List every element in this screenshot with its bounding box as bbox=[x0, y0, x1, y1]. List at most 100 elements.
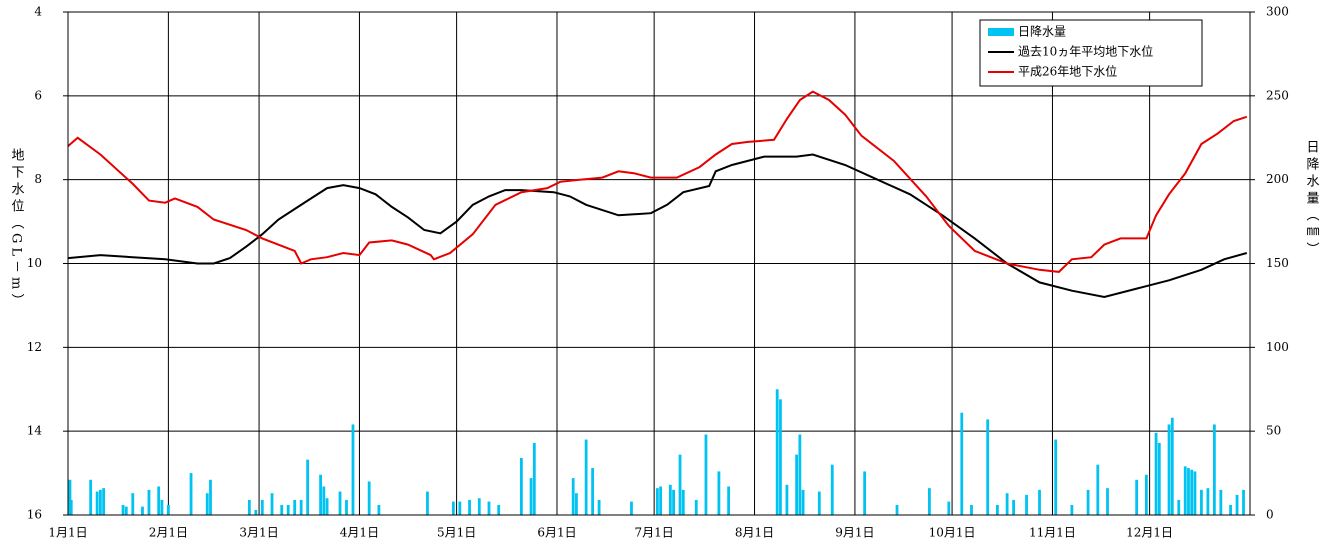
rain-bar bbox=[1193, 471, 1197, 515]
rain-bar bbox=[157, 486, 161, 515]
rain-bar bbox=[785, 484, 789, 515]
rain-bar bbox=[1200, 489, 1203, 515]
rain-bar bbox=[597, 499, 601, 515]
rain-bar bbox=[532, 442, 536, 515]
rain-bar bbox=[468, 499, 471, 515]
y2-tick-label: 200 bbox=[1266, 172, 1289, 186]
rain-bar bbox=[1183, 466, 1187, 515]
rain-bar bbox=[299, 499, 303, 515]
rain-bar bbox=[98, 489, 102, 515]
rain-bar bbox=[1177, 499, 1181, 515]
rain-bar bbox=[141, 506, 144, 515]
y2-tick-label: 300 bbox=[1266, 5, 1289, 19]
rain-bar bbox=[591, 468, 595, 515]
y2-axis-label: 日降水量（㎜） bbox=[1304, 140, 1320, 259]
rain-bar bbox=[947, 501, 951, 515]
rain-bar bbox=[166, 504, 170, 515]
rain-bar bbox=[795, 454, 799, 515]
rain-bar bbox=[121, 504, 125, 515]
rain-bar bbox=[306, 459, 310, 515]
rain-bar bbox=[928, 488, 931, 515]
rain-bar bbox=[338, 491, 342, 515]
rain-bar bbox=[322, 486, 326, 515]
rain-bar bbox=[345, 499, 348, 515]
x-tick-label: 5月1日 bbox=[437, 526, 476, 540]
x-tick-label: 9月1日 bbox=[835, 526, 874, 540]
rain-bar bbox=[1086, 489, 1090, 515]
rain-bar bbox=[1038, 489, 1041, 515]
rain-bar bbox=[1012, 499, 1015, 515]
rain-bar bbox=[1144, 474, 1148, 515]
rain-bar bbox=[1190, 469, 1194, 515]
rain-bar bbox=[1025, 494, 1028, 515]
rain-bar bbox=[1229, 504, 1232, 515]
rain-bar bbox=[497, 504, 501, 515]
rain-bar bbox=[1206, 488, 1210, 515]
rain-bar bbox=[1157, 442, 1161, 515]
rain-bar bbox=[451, 501, 455, 515]
rain-bar bbox=[575, 493, 578, 515]
y-axis-label: 地下水位（GL－m） bbox=[9, 148, 25, 310]
rain-bar bbox=[895, 504, 899, 515]
x-tick-label: 11月1日 bbox=[1029, 526, 1076, 540]
rain-bar bbox=[717, 471, 721, 515]
plot-frame bbox=[67, 11, 1251, 516]
rain-bar bbox=[1135, 479, 1139, 515]
rain-bar bbox=[630, 501, 633, 515]
rain-bar bbox=[189, 473, 193, 515]
rain-bar bbox=[863, 471, 867, 515]
y-tick-label: 10 bbox=[27, 256, 42, 270]
rain-bar bbox=[727, 486, 731, 515]
y-tick-label: 8 bbox=[34, 172, 42, 186]
legend-swatch bbox=[988, 28, 1014, 36]
rain-bar bbox=[293, 499, 297, 515]
rain-bar bbox=[960, 412, 964, 515]
rain-bar bbox=[160, 499, 164, 515]
rain-bar bbox=[659, 486, 663, 515]
rain-bar bbox=[325, 498, 329, 515]
rain-bar bbox=[672, 489, 675, 515]
rain-bar bbox=[519, 457, 523, 515]
rain-bar bbox=[798, 434, 802, 515]
y-tick-label: 12 bbox=[27, 340, 42, 354]
rain-bar bbox=[286, 504, 290, 515]
rain-bar bbox=[247, 499, 251, 515]
legend-label: 平成26年地下水位 bbox=[1018, 64, 1117, 79]
rain-bar bbox=[69, 499, 73, 515]
rain-bar bbox=[147, 489, 151, 515]
rain-bar bbox=[1242, 489, 1245, 515]
rain-bar bbox=[95, 491, 99, 515]
rain-bar bbox=[1070, 504, 1074, 515]
rain-bar bbox=[986, 419, 990, 515]
y2-tick-label: 0 bbox=[1266, 508, 1274, 522]
y2-tick-label: 150 bbox=[1266, 256, 1289, 270]
rain-bar bbox=[681, 489, 685, 515]
rain-bar bbox=[529, 478, 533, 515]
rain-bar bbox=[1187, 468, 1190, 515]
rain-bar bbox=[1235, 494, 1239, 515]
rain-bar bbox=[102, 488, 106, 515]
rain-bar bbox=[1212, 424, 1216, 515]
rain-bar bbox=[209, 479, 212, 515]
legend-label: 過去10ヵ年平均地下水位 bbox=[1018, 44, 1153, 59]
rain-bar bbox=[970, 504, 973, 515]
rain-bar bbox=[584, 439, 588, 515]
rain-bar bbox=[426, 491, 429, 515]
y-tick-label: 4 bbox=[34, 5, 42, 19]
x-tick-label: 7月1日 bbox=[635, 526, 674, 540]
rain-bar bbox=[68, 479, 72, 515]
rain-bar bbox=[655, 488, 659, 515]
rain-bar bbox=[830, 464, 834, 515]
y-tick-label: 6 bbox=[34, 88, 42, 102]
x-tick-label: 10月1日 bbox=[929, 526, 976, 540]
x-tick-label: 6月1日 bbox=[537, 526, 576, 540]
y2-tick-label: 100 bbox=[1266, 340, 1289, 354]
rain-bar bbox=[817, 491, 821, 515]
rain-bar bbox=[1219, 489, 1223, 515]
rain-bar bbox=[477, 498, 481, 515]
rain-bar bbox=[377, 504, 381, 515]
rain-bar bbox=[1096, 464, 1100, 515]
legend-label: 日降水量 bbox=[1018, 25, 1066, 39]
rain-bar bbox=[668, 484, 672, 515]
